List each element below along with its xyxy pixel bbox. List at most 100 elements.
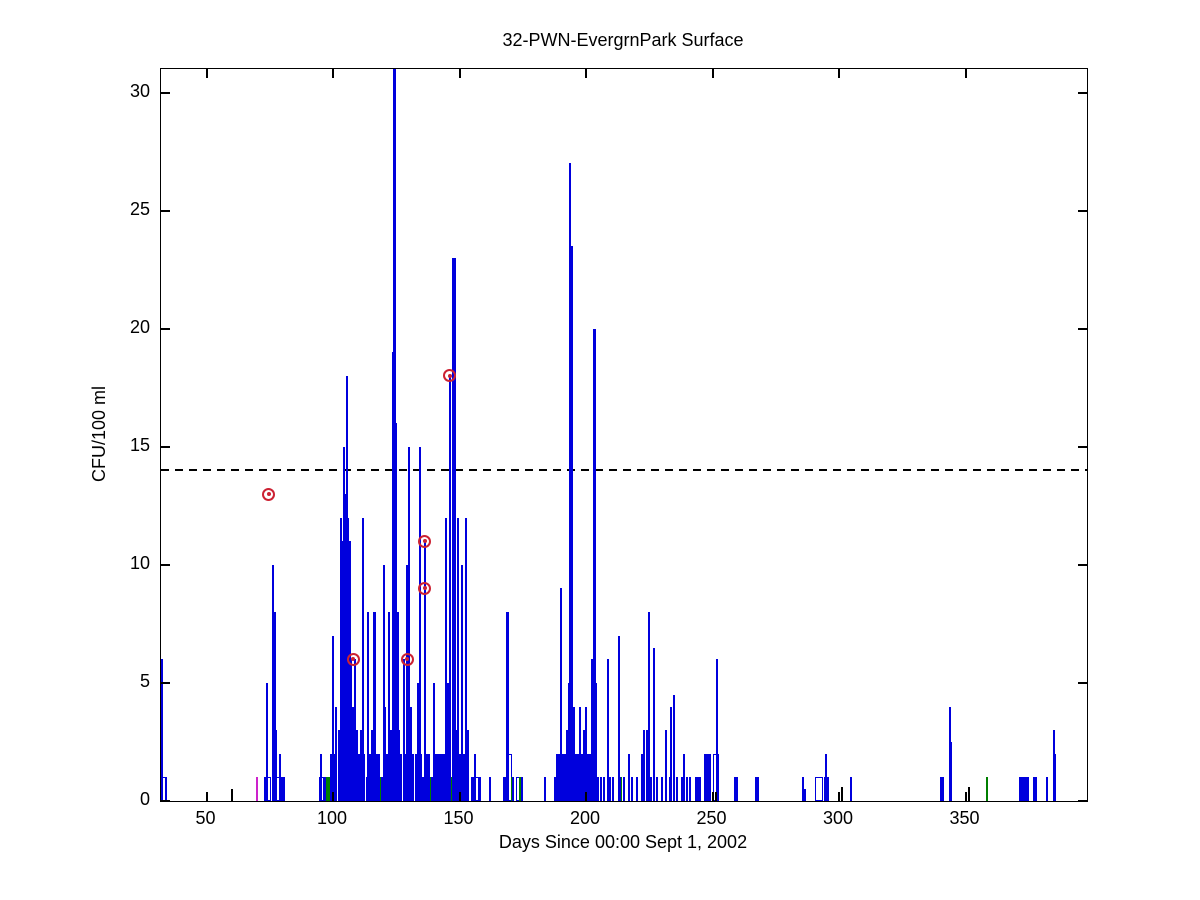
data-bar (640, 753, 643, 801)
data-bar (324, 777, 327, 801)
data-bar (623, 777, 625, 801)
data-bar (554, 777, 557, 801)
data-bar (681, 777, 684, 801)
data-bar (414, 753, 417, 801)
data-bar (683, 753, 686, 801)
data-bar (374, 612, 377, 801)
y-axis-tick (161, 327, 170, 330)
exceedance-circle-marker (262, 487, 276, 501)
data-bar (421, 777, 424, 801)
data-bar (968, 786, 971, 801)
data-bar (849, 777, 852, 801)
data-bar (447, 682, 450, 801)
data-bar (635, 777, 638, 801)
x-axis-tick-top (711, 69, 714, 78)
y-axis-tick (161, 681, 170, 684)
data-bar (630, 777, 633, 801)
data-bar (617, 635, 620, 801)
x-axis-tick (458, 792, 461, 801)
y-axis-tick-right (1078, 800, 1087, 801)
data-bar (283, 777, 286, 801)
data-bar (1025, 777, 1029, 801)
data-bar (596, 777, 599, 801)
data-bar (602, 777, 605, 801)
data-bar (595, 682, 598, 801)
y-tick-label: 5 (139, 670, 150, 691)
data-bar (560, 588, 563, 801)
data-bar (569, 163, 572, 801)
exceedance-center-dot (422, 586, 427, 591)
data-bar (448, 375, 451, 801)
data-bar (645, 730, 648, 801)
exceedance-center-dot (351, 657, 356, 662)
y-axis-tick (161, 209, 170, 212)
data-bar (574, 753, 577, 801)
x-axis-tick-top (205, 69, 208, 78)
data-bar (474, 753, 477, 801)
data-bar (544, 777, 547, 801)
data-bar (733, 777, 738, 801)
data-bar (565, 730, 568, 801)
data-bar (653, 647, 656, 801)
data-bar (388, 612, 391, 801)
y-axis-tick-right (1078, 445, 1087, 448)
data-bar (686, 777, 689, 801)
data-bar (567, 682, 570, 801)
data-bar (463, 753, 466, 801)
data-bar (434, 753, 437, 801)
data-bar (705, 753, 709, 801)
data-bar (948, 741, 952, 801)
data-bar (391, 352, 394, 801)
data-bar (416, 682, 419, 801)
x-axis-tick-top (332, 69, 335, 78)
data-bar (161, 659, 163, 801)
data-bar (447, 777, 454, 801)
data-bar (330, 753, 333, 801)
data-bar (472, 777, 475, 801)
data-bar (368, 753, 371, 801)
exceedance-center-dot (422, 539, 427, 544)
data-bar (576, 753, 579, 801)
data-bar (396, 612, 399, 801)
data-bar (510, 777, 513, 801)
data-bar (275, 730, 278, 801)
data-bar (359, 730, 362, 801)
data-bar (572, 706, 575, 801)
data-bar (451, 257, 454, 801)
y-axis-tick (161, 563, 170, 566)
data-bar (581, 753, 583, 801)
data-bar (409, 706, 412, 801)
data-bar (459, 753, 462, 801)
data-bar (1046, 777, 1049, 801)
data-bar (648, 612, 651, 801)
data-bar (1032, 777, 1037, 801)
data-bar (420, 753, 423, 801)
data-bar (609, 777, 612, 801)
x-axis-tick (838, 792, 841, 801)
data-bar (382, 564, 385, 801)
data-bar (367, 612, 370, 801)
data-bar (386, 753, 389, 801)
x-axis-tick (585, 792, 588, 801)
data-bar (339, 517, 342, 801)
data-bar (337, 730, 340, 801)
data-bar (361, 517, 364, 801)
data-bar (393, 69, 397, 801)
threshold-line (161, 469, 1087, 472)
data-bar (378, 753, 381, 801)
data-bar (441, 753, 444, 801)
data-bar (578, 706, 581, 801)
data-bar (380, 777, 383, 801)
exceedance-circle-marker (443, 369, 457, 383)
data-bar (389, 730, 392, 801)
y-tick-label: 30 (129, 80, 150, 101)
data-bar (502, 777, 505, 801)
data-bar (370, 730, 373, 801)
data-bar (384, 706, 387, 801)
data-bar (455, 730, 458, 801)
data-bar (506, 612, 510, 801)
data-bar (353, 659, 356, 801)
data-bar (619, 777, 622, 801)
data-bar (281, 777, 284, 801)
y-axis-tick-right (1078, 681, 1087, 684)
